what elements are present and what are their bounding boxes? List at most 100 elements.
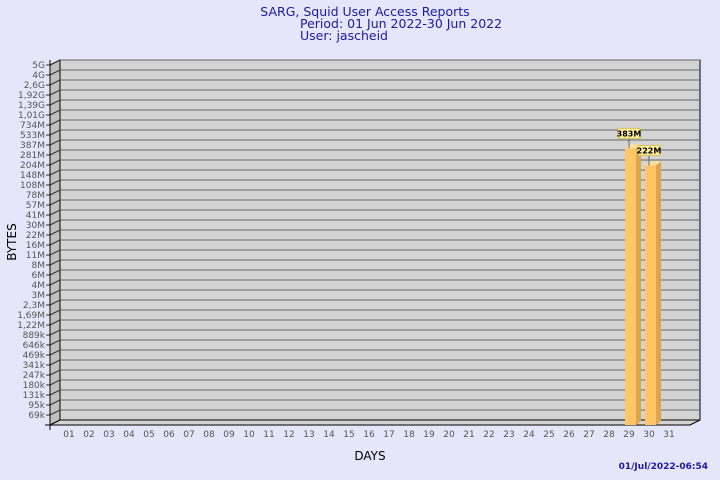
x-tick-label: 07 — [183, 430, 194, 440]
bar-side — [656, 161, 661, 425]
grid-line-side — [49, 329, 61, 336]
bar-front — [625, 148, 636, 425]
data-label: 222M — [637, 146, 662, 155]
y-tick-label: 6M — [32, 271, 46, 281]
data-label: 383M — [617, 129, 642, 138]
y-tick-label: 8M — [32, 261, 46, 271]
x-tick-label: 08 — [203, 430, 215, 440]
x-tick-label: 30 — [643, 430, 655, 440]
x-tick-label: 17 — [383, 430, 394, 440]
bar-side — [636, 144, 641, 425]
y-tick-label: 78M — [26, 191, 45, 201]
grid-line-side — [49, 59, 61, 66]
y-tick-label: 22M — [26, 231, 45, 241]
x-tick-label: 11 — [263, 430, 274, 440]
grid-line-side — [49, 79, 61, 86]
x-tick-label: 21 — [463, 430, 474, 440]
grid-line-side — [49, 339, 61, 346]
y-tick-label: 734M — [20, 121, 45, 131]
y-tick-label: 41M — [26, 211, 45, 221]
grid-line-side — [49, 249, 61, 256]
grid-line-side — [49, 89, 61, 96]
grid-line-side — [49, 349, 61, 356]
y-tick-label: 646k — [23, 341, 46, 351]
bar-front — [645, 165, 656, 425]
grid-line-side — [49, 199, 61, 206]
x-tick-label: 28 — [603, 430, 615, 440]
y-tick-label: 108M — [20, 181, 45, 191]
x-axis-label: DAYS — [354, 449, 385, 463]
y-tick-label: 16M — [26, 241, 45, 251]
data-label-box — [617, 127, 641, 139]
y-tick-label: 69k — [28, 411, 45, 421]
grid-line-side — [49, 119, 61, 126]
grid-line-side — [49, 99, 61, 106]
y-tick-label: 3M — [32, 291, 46, 301]
x-tick-label: 10 — [243, 430, 255, 440]
x-tick-label: 15 — [343, 430, 354, 440]
x-tick-label: 14 — [323, 430, 335, 440]
y-tick-label: 533M — [20, 131, 45, 141]
grid-line-side — [49, 69, 61, 76]
grid-line-side — [49, 309, 61, 316]
grid-line-side — [49, 109, 61, 116]
x-tick-label: 01 — [63, 430, 74, 440]
y-tick-label: 30M — [26, 221, 45, 231]
floor — [49, 419, 701, 426]
grid-line-side — [49, 139, 61, 146]
grid-line-side — [49, 359, 61, 366]
y-tick-label: 57M — [26, 201, 45, 211]
y-tick-label: 1,92G — [18, 91, 45, 101]
y-tick-label: 247k — [23, 371, 46, 381]
y-tick-label: 4M — [32, 281, 46, 291]
grid-line-side — [49, 399, 61, 406]
y-axis-label: BYTES — [5, 223, 19, 260]
grid-line-side — [49, 239, 61, 246]
grid-line-side — [49, 129, 61, 136]
y-tick-label: 95k — [28, 401, 45, 411]
x-tick-label: 13 — [303, 430, 314, 440]
x-tick-label: 29 — [623, 430, 635, 440]
x-tick-label: 16 — [363, 430, 375, 440]
x-tick-label: 22 — [483, 430, 494, 440]
grid-line-side — [49, 219, 61, 226]
grid-line-side — [49, 299, 61, 306]
x-tick-label: 05 — [143, 430, 154, 440]
chart-title-line: Period: 01 Jun 2022-30 Jun 2022 — [300, 16, 502, 31]
x-tick-label: 18 — [403, 430, 415, 440]
y-tick-label: 204M — [20, 161, 45, 171]
data-label-box — [637, 144, 661, 156]
x-tick-label: 23 — [503, 430, 514, 440]
grid-line-side — [49, 229, 61, 236]
grid-line-side — [49, 259, 61, 266]
y-tick-label: 387M — [20, 141, 45, 151]
y-tick-label: 2,3M — [23, 301, 45, 311]
y-tick-label: 341k — [23, 361, 46, 371]
x-tick-label: 26 — [563, 430, 575, 440]
y-tick-label: 889k — [23, 331, 46, 341]
x-tick-label: 31 — [663, 430, 674, 440]
x-tick-label: 27 — [583, 430, 594, 440]
footer-timestamp: 01/Jul/2022-06:54 — [619, 462, 708, 472]
grid-line-side — [49, 169, 61, 176]
grid-line-side — [49, 369, 61, 376]
grid-line-side — [49, 319, 61, 326]
y-tick-label: 131k — [23, 391, 46, 401]
y-tick-label: 180k — [23, 381, 46, 391]
y-tick-label: 1,01G — [18, 111, 45, 121]
chart-title-line: SARG, Squid User Access Reports — [260, 4, 469, 19]
y-tick-label: 148M — [20, 171, 45, 181]
y-tick-label: 11M — [26, 251, 45, 261]
x-tick-label: 19 — [423, 430, 435, 440]
x-tick-label: 03 — [103, 430, 114, 440]
y-tick-label: 1,22M — [17, 321, 45, 331]
grid-line-side — [49, 189, 61, 196]
y-tick-label: 1,39G — [18, 101, 45, 111]
grid-line-side — [49, 379, 61, 386]
grid-line-side — [49, 209, 61, 216]
grid-line-side — [49, 389, 61, 396]
x-tick-label: 06 — [163, 430, 175, 440]
grid-line-side — [49, 409, 61, 416]
x-tick-label: 12 — [283, 430, 294, 440]
